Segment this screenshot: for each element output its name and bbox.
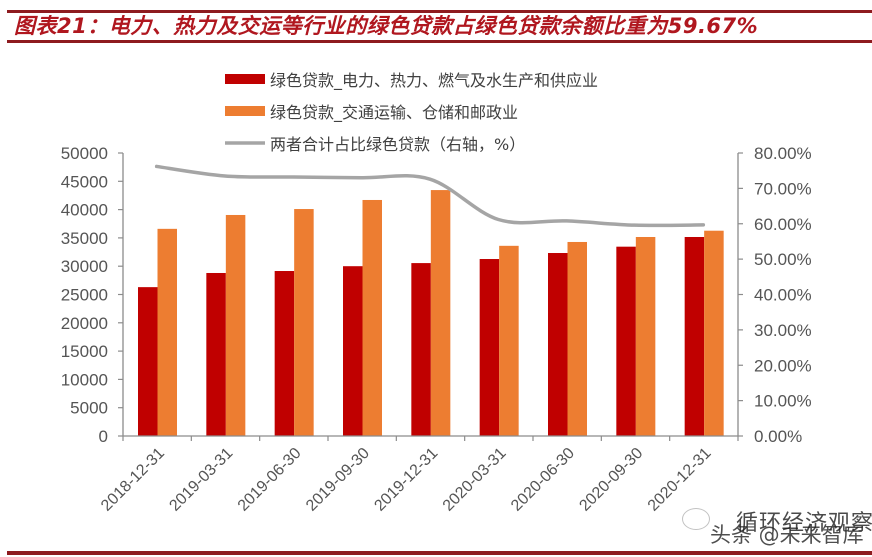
- y-tick-label: 30000: [61, 257, 108, 276]
- y2-tick-label: 60.00%: [754, 215, 812, 234]
- bar-power-heat: [206, 272, 226, 436]
- y2-tick-label: 70.00%: [754, 179, 812, 198]
- y-tick-label: 40000: [61, 201, 108, 220]
- y-tick-label: 0: [99, 427, 108, 446]
- title-bottom-rule: [7, 40, 872, 43]
- bar-transport: [157, 228, 177, 436]
- y2-tick-label: 0.00%: [754, 427, 802, 446]
- footer-rule: [7, 551, 872, 555]
- y-tick-label: 5000: [70, 399, 108, 418]
- legend-label: 绿色贷款_交通运输、仓储和邮政业: [270, 103, 518, 123]
- bar-transport: [362, 199, 382, 436]
- bar-power-heat: [616, 246, 636, 436]
- watermark-source: 头条 @未来智库: [710, 523, 864, 547]
- bar-transport: [704, 230, 724, 436]
- legend-swatch: [225, 106, 265, 116]
- bar-power-heat: [138, 287, 158, 436]
- y2-tick-label: 40.00%: [754, 286, 812, 305]
- y2-tick-label: 30.00%: [754, 321, 812, 340]
- wechat-icon: [682, 508, 710, 530]
- bar-power-heat: [411, 263, 431, 436]
- bar-transport: [225, 214, 246, 436]
- bar-power-heat: [343, 266, 363, 436]
- bar-transport: [294, 209, 314, 436]
- x-tick-label: 2019-06-30: [235, 445, 305, 515]
- bar-transport: [635, 236, 656, 436]
- bar-power-heat: [479, 259, 500, 436]
- x-tick-label: 2020-12-31: [645, 445, 715, 515]
- watermark-account: 循环经济观察: [736, 511, 872, 536]
- y-tick-label: 25000: [61, 286, 108, 305]
- y2-tick-label: 50.00%: [754, 250, 812, 269]
- title-top-rule: [7, 10, 872, 13]
- y2-tick-label: 10.00%: [754, 392, 812, 411]
- legend-swatch: [225, 74, 265, 84]
- y-tick-label: 15000: [61, 342, 108, 361]
- y-tick-label: 45000: [61, 172, 108, 191]
- x-tick-label: 2019-09-30: [303, 445, 373, 515]
- legend-label: 绿色贷款_电力、热力、燃气及水生产和供应业: [270, 71, 598, 91]
- bar-transport: [430, 190, 451, 436]
- y-tick-label: 35000: [61, 229, 108, 248]
- bar-transport: [567, 241, 587, 436]
- bar-power-heat: [274, 271, 295, 436]
- bar-power-heat: [548, 253, 568, 436]
- chart-title: 图表21：电力、热力及交运等行业的绿色贷款占绿色贷款余额比重为59.67%: [14, 14, 759, 38]
- legend: 绿色贷款_电力、热力、燃气及水生产和供应业绿色贷款_交通运输、仓储和邮政业两者合…: [225, 71, 598, 154]
- x-tick-label: 2019-03-31: [166, 445, 236, 515]
- bar-series: [138, 190, 724, 436]
- line-series: [154, 164, 706, 228]
- x-tick-label: 2020-06-30: [508, 445, 578, 515]
- x-tick-label: 2018-12-31: [98, 445, 168, 515]
- y-tick-label: 50000: [61, 144, 108, 163]
- bar-power-heat: [684, 236, 705, 436]
- y2-tick-label: 80.00%: [754, 144, 812, 163]
- x-tick-label: 2019-12-31: [371, 445, 441, 515]
- y-tick-label: 10000: [61, 370, 108, 389]
- x-tick-label: 2020-09-30: [576, 445, 646, 515]
- y2-tick-label: 20.00%: [754, 356, 812, 375]
- y-tick-label: 20000: [61, 314, 108, 333]
- legend-label: 两者合计占比绿色贷款（右轴，%）: [270, 135, 525, 154]
- share-line: [154, 164, 706, 228]
- x-tick-label: 2020-03-31: [440, 445, 510, 515]
- bar-transport: [499, 245, 519, 436]
